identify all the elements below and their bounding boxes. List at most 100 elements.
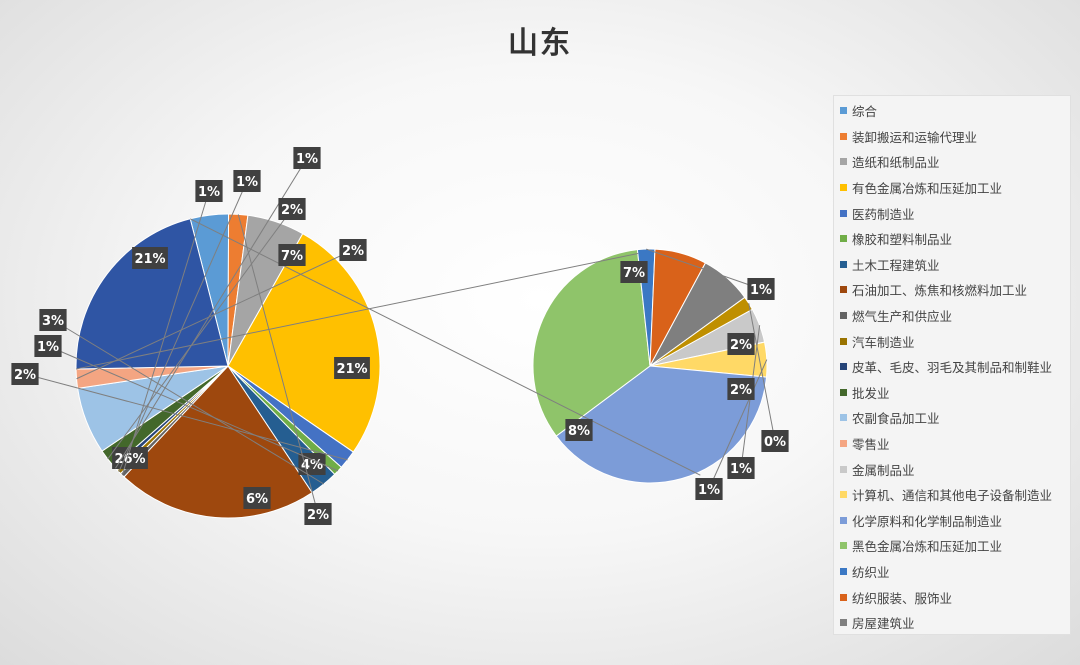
legend-label: 零售业 [852, 437, 890, 453]
main-data-label-10: 1% [233, 170, 261, 192]
secondary-leader-5 [646, 248, 762, 290]
svg-text:21%: 21% [336, 362, 367, 377]
svg-text:6%: 6% [246, 492, 268, 507]
svg-text:1%: 1% [236, 175, 258, 190]
main-data-label-5: 2% [11, 363, 39, 385]
svg-text:2%: 2% [281, 203, 303, 218]
main-leader-7 [52, 319, 325, 485]
svg-text:7%: 7% [623, 266, 645, 281]
main-leader-10 [118, 180, 248, 472]
legend-swatch [840, 184, 847, 192]
secondary-leader-8 [748, 303, 776, 442]
legend-item: 纺织服装、服饰业 [834, 584, 1070, 610]
chart-title: 山东 [508, 26, 572, 61]
secondary-data-label-2: 1% [695, 478, 723, 500]
main-data-label-8: 21% [132, 247, 168, 269]
main-leader-12 [107, 208, 293, 460]
main-data-label-6: 1% [34, 335, 62, 357]
legend-item: 批发业 [834, 380, 1070, 406]
legend-swatch [840, 593, 847, 601]
legend-item: 有色金属冶炼和压延加工业 [834, 175, 1070, 201]
legend-label: 综合 [852, 104, 878, 120]
legend-label: 金属制品业 [852, 462, 915, 478]
main-slice-4 [227, 232, 381, 453]
legend-swatch [840, 286, 847, 294]
svg-text:1%: 1% [37, 340, 59, 355]
main-leader-14 [76, 249, 354, 380]
svg-text:1%: 1% [296, 152, 318, 167]
legend-item: 造纸和纸制品业 [834, 149, 1070, 175]
svg-text:7%: 7% [281, 249, 303, 264]
main-slice-8 [123, 365, 313, 519]
svg-text:1%: 1% [730, 462, 752, 477]
svg-text:1%: 1% [750, 283, 772, 298]
legend-swatch [840, 235, 847, 243]
legend-swatch [840, 414, 847, 422]
legend-swatch [840, 312, 847, 320]
legend-label: 皮革、毛皮、羽毛及其制品和制鞋业 [852, 360, 1053, 376]
main-leader-6 [47, 345, 339, 472]
legend-item: 金属制品业 [834, 456, 1070, 482]
legend-label: 石油加工、炼焦和核燃料加工业 [852, 283, 1028, 299]
main-data-label-7: 3% [39, 309, 67, 331]
legend-label: 批发业 [852, 385, 890, 401]
legend-item: 汽车制造业 [834, 328, 1070, 354]
svg-text:8%: 8% [568, 424, 590, 439]
main-extra-data-label-1: 1% [195, 180, 223, 202]
secondary-slice-3 [555, 365, 768, 484]
legend-swatch [840, 209, 847, 217]
legend-swatch [840, 158, 847, 166]
legend-label: 房屋建筑业 [852, 616, 915, 632]
svg-text:2%: 2% [14, 368, 36, 383]
legend-item: 土木工程建筑业 [834, 252, 1070, 278]
svg-text:26%: 26% [114, 452, 145, 467]
svg-text:0%: 0% [764, 435, 786, 450]
legend-item: 零售业 [834, 431, 1070, 457]
main-data-label-13: 7% [278, 244, 306, 266]
main-leader-5 [24, 373, 348, 461]
main-leader-11 [115, 157, 308, 469]
legend-label: 纺织服装、服饰业 [852, 590, 953, 606]
legend-label: 橡胶和塑料制品业 [852, 232, 953, 248]
legend-label: 土木工程建筑业 [852, 257, 940, 273]
svg-text:2%: 2% [730, 338, 752, 353]
main-data-label-14: 2% [339, 239, 367, 261]
legend-swatch [840, 516, 847, 524]
main-data-label-3: 6% [243, 487, 271, 509]
main-data-label-11: 1% [293, 147, 321, 169]
legend-label: 有色金属冶炼和压延加工业 [852, 181, 1003, 197]
legend-swatch [840, 542, 847, 550]
secondary-slice-4 [532, 249, 651, 437]
legend-item: 黑色金属冶炼和压延加工业 [834, 533, 1070, 559]
legend-swatch [840, 619, 847, 627]
main-slice-15 [75, 218, 229, 370]
legend-swatch [840, 132, 847, 140]
legend-swatch [840, 363, 847, 371]
legend-item: 橡胶和塑料制品业 [834, 226, 1070, 252]
legend-swatch [840, 337, 847, 345]
legend-label: 计算机、通信和其他电子设备制造业 [852, 488, 1053, 504]
legend-swatch [840, 440, 847, 448]
svg-text:1%: 1% [198, 185, 220, 200]
main-data-label-12: 2% [278, 198, 306, 220]
legend-label: 黑色金属冶炼和压延加工业 [852, 539, 1003, 555]
legend-swatch [840, 388, 847, 396]
main-extra-leader-1 [121, 190, 210, 476]
legend-swatch [840, 107, 847, 115]
legend-label: 化学原料和化学制品制造业 [852, 513, 1003, 529]
svg-text:2%: 2% [730, 383, 752, 398]
legend-item: 农副食品加工业 [834, 405, 1070, 431]
svg-text:2%: 2% [307, 508, 329, 523]
main-data-label-2: 2% [304, 503, 332, 525]
secondary-data-label-1: 1% [727, 457, 755, 479]
connector-line-bottom [189, 218, 701, 476]
legend-label: 装卸搬运和运输代理业 [852, 129, 978, 145]
secondary-leader-2 [708, 359, 768, 490]
legend-swatch [840, 491, 847, 499]
legend-label: 造纸和纸制品业 [852, 155, 940, 171]
legend-label: 农副食品加工业 [852, 411, 940, 427]
secondary-data-label-7: 2% [727, 378, 755, 400]
legend-item: 纺织业 [834, 559, 1070, 585]
legend-item: 皮革、毛皮、羽毛及其制品和制鞋业 [834, 354, 1070, 380]
